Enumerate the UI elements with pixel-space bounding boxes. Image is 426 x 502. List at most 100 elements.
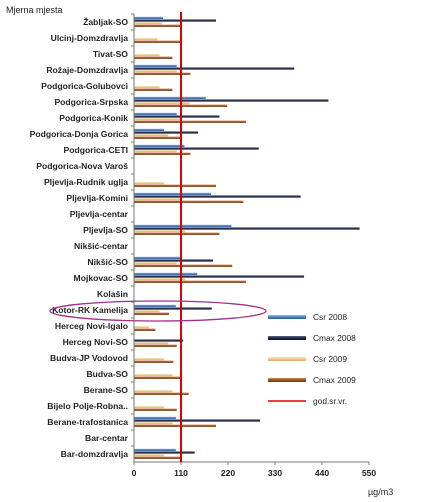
category-labels: Žabljak-SO Ulcinj-Domzdravlja Tivat-SO Roža…: [30, 16, 129, 459]
category-label: Nikšić-centar: [74, 241, 129, 251]
bar: [134, 22, 162, 25]
category-label: Podgorica-Nova Varoš: [36, 161, 128, 171]
legend-swatch: [268, 357, 306, 361]
category-label: Berane-SO: [84, 385, 129, 395]
category-label: Podgorica-Srpska: [54, 97, 128, 107]
category-label: Pljevlja-Rudnik uglja: [44, 177, 128, 187]
bar: [134, 339, 184, 342]
bar: [134, 131, 199, 134]
bar: [134, 150, 177, 153]
bar: [134, 120, 246, 123]
bar: [134, 374, 173, 377]
bar: [134, 406, 164, 409]
bar: [134, 54, 160, 57]
highlight-ellipse: [49, 300, 267, 322]
category-label: Bar-centar: [85, 433, 129, 443]
bar: [134, 278, 186, 281]
legend-swatch: [268, 336, 306, 340]
bar: [134, 342, 169, 345]
legend-label: Cmax 2008: [313, 333, 356, 343]
bar: [134, 451, 195, 454]
bar: [134, 182, 164, 185]
legend-label: Csr 2008: [313, 312, 347, 322]
category-label: Pljevlja-SO: [83, 225, 128, 235]
bar: [134, 424, 217, 427]
category-label: Mojkovac-SO: [74, 273, 129, 283]
bar: [134, 64, 177, 67]
bar: [134, 38, 158, 41]
bar: [134, 304, 176, 307]
x-axis-title: µg/m3: [368, 487, 393, 497]
bar: [134, 134, 169, 137]
bar: [134, 224, 232, 227]
bar: [134, 456, 181, 459]
legend-label: god.sr.vr.: [313, 396, 347, 406]
bar: [134, 312, 170, 315]
legend-label: Csr 2009: [313, 354, 347, 364]
bar: [134, 230, 186, 233]
bar: [134, 390, 173, 393]
category-label: Podgorica-Donja Gorica: [30, 129, 129, 139]
bar: [134, 326, 149, 329]
category-label: Podgorica-Konik: [59, 113, 128, 123]
bar: [134, 275, 305, 278]
legend-swatch: [268, 378, 306, 382]
bar: [134, 344, 177, 347]
bar: [134, 192, 211, 195]
bar: [134, 16, 164, 19]
category-label: Nikšić-SO: [87, 257, 128, 267]
bar: [134, 144, 185, 147]
bar: [134, 115, 220, 118]
category-label: Budva-SO: [86, 369, 128, 379]
bar: [134, 272, 198, 275]
x-tick-label: 440: [315, 468, 330, 478]
bar: [134, 19, 217, 22]
x-tick-label: 110: [174, 468, 188, 478]
bar: [134, 184, 217, 187]
bar: [134, 67, 295, 70]
bar: [134, 200, 244, 203]
bar: [134, 128, 164, 131]
bar: [134, 416, 176, 419]
bar: [134, 152, 191, 155]
x-tick-label: 220: [221, 468, 236, 478]
highlight-layer: [49, 300, 267, 322]
bar: [134, 40, 181, 43]
bar: [134, 264, 233, 267]
category-label: Bar-domzdravlja: [61, 449, 129, 459]
bar: [134, 280, 246, 283]
legend-swatch: [268, 315, 306, 319]
x-tick-label: 550: [362, 468, 377, 478]
category-label: Pljevlja-Komini: [66, 193, 128, 203]
bar: [134, 147, 259, 150]
bars-layer: [134, 16, 360, 459]
bar: [134, 408, 177, 411]
y-axis-title: Mjerna mjesta: [6, 5, 63, 15]
category-label: Žabljak-SO: [83, 16, 128, 27]
bar: [134, 102, 190, 105]
bar: [134, 419, 261, 422]
bar: [134, 328, 156, 331]
legend: Csr 2008 Cmax 2008 Csr 2009 Cmax 2009 god.sr…: [268, 312, 356, 406]
category-label: Podgorica-Golubovci: [41, 81, 128, 91]
bar: [134, 70, 177, 73]
bar: [134, 422, 173, 425]
bar: [134, 358, 164, 361]
legend-label: Cmax 2009: [313, 375, 356, 385]
category-label: Herceg Novi-Igalo: [55, 321, 128, 331]
category-label: Bijelo Polje-Robna..: [47, 401, 128, 411]
category-label: Kotor-RK Kamelija: [52, 305, 128, 315]
bar: [134, 376, 182, 379]
bar: [134, 198, 181, 201]
bar: [134, 96, 206, 99]
bar: [134, 307, 212, 310]
bar: [134, 118, 181, 121]
bar: [134, 360, 174, 363]
x-tick-label: 0: [132, 468, 137, 478]
bar: [134, 99, 329, 102]
bar: [134, 72, 191, 75]
bar: [134, 86, 160, 89]
bar: [134, 454, 164, 457]
bar: [134, 136, 181, 139]
bar: [134, 88, 173, 91]
